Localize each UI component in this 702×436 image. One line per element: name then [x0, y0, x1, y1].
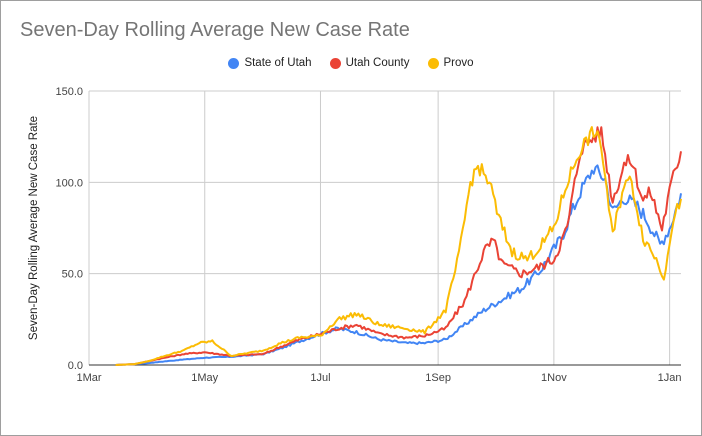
y-tick-label: 150.0 — [55, 86, 83, 98]
chart-title: Seven-Day Rolling Average New Case Rate — [20, 19, 410, 41]
legend-item-utah-county: Utah County — [329, 57, 410, 69]
series-line-utah-county — [115, 126, 682, 366]
x-tick-label: 1May — [191, 372, 218, 384]
x-tick-label: 1Nov — [541, 372, 567, 384]
legend-swatch — [228, 57, 240, 69]
y-axis-label: Seven-Day Rolling Average New Case Rate — [28, 116, 40, 340]
x-tick-label: 1Sep — [425, 372, 451, 384]
series-line-provo — [115, 126, 682, 366]
legend-swatch — [329, 57, 341, 69]
legend-label: Utah County — [345, 57, 410, 69]
legend-swatch — [427, 57, 439, 69]
x-tick-label: 1Jan — [658, 372, 682, 384]
legend-label: State of Utah — [244, 57, 312, 69]
x-tick-label: 1Jul — [310, 372, 330, 384]
chart-legend: State of Utah Utah County Provo — [1, 57, 701, 69]
y-tick-label: 100.0 — [55, 177, 83, 189]
legend-item-state-of-utah: State of Utah — [228, 57, 312, 69]
y-tick-label: 50.0 — [62, 269, 83, 281]
x-tick-label: 1Mar — [76, 372, 101, 384]
legend-label: Provo — [443, 57, 474, 69]
legend-item-provo: Provo — [427, 57, 474, 69]
y-tick-label: 0.0 — [68, 360, 83, 372]
series-line-state-of-utah — [115, 164, 682, 366]
